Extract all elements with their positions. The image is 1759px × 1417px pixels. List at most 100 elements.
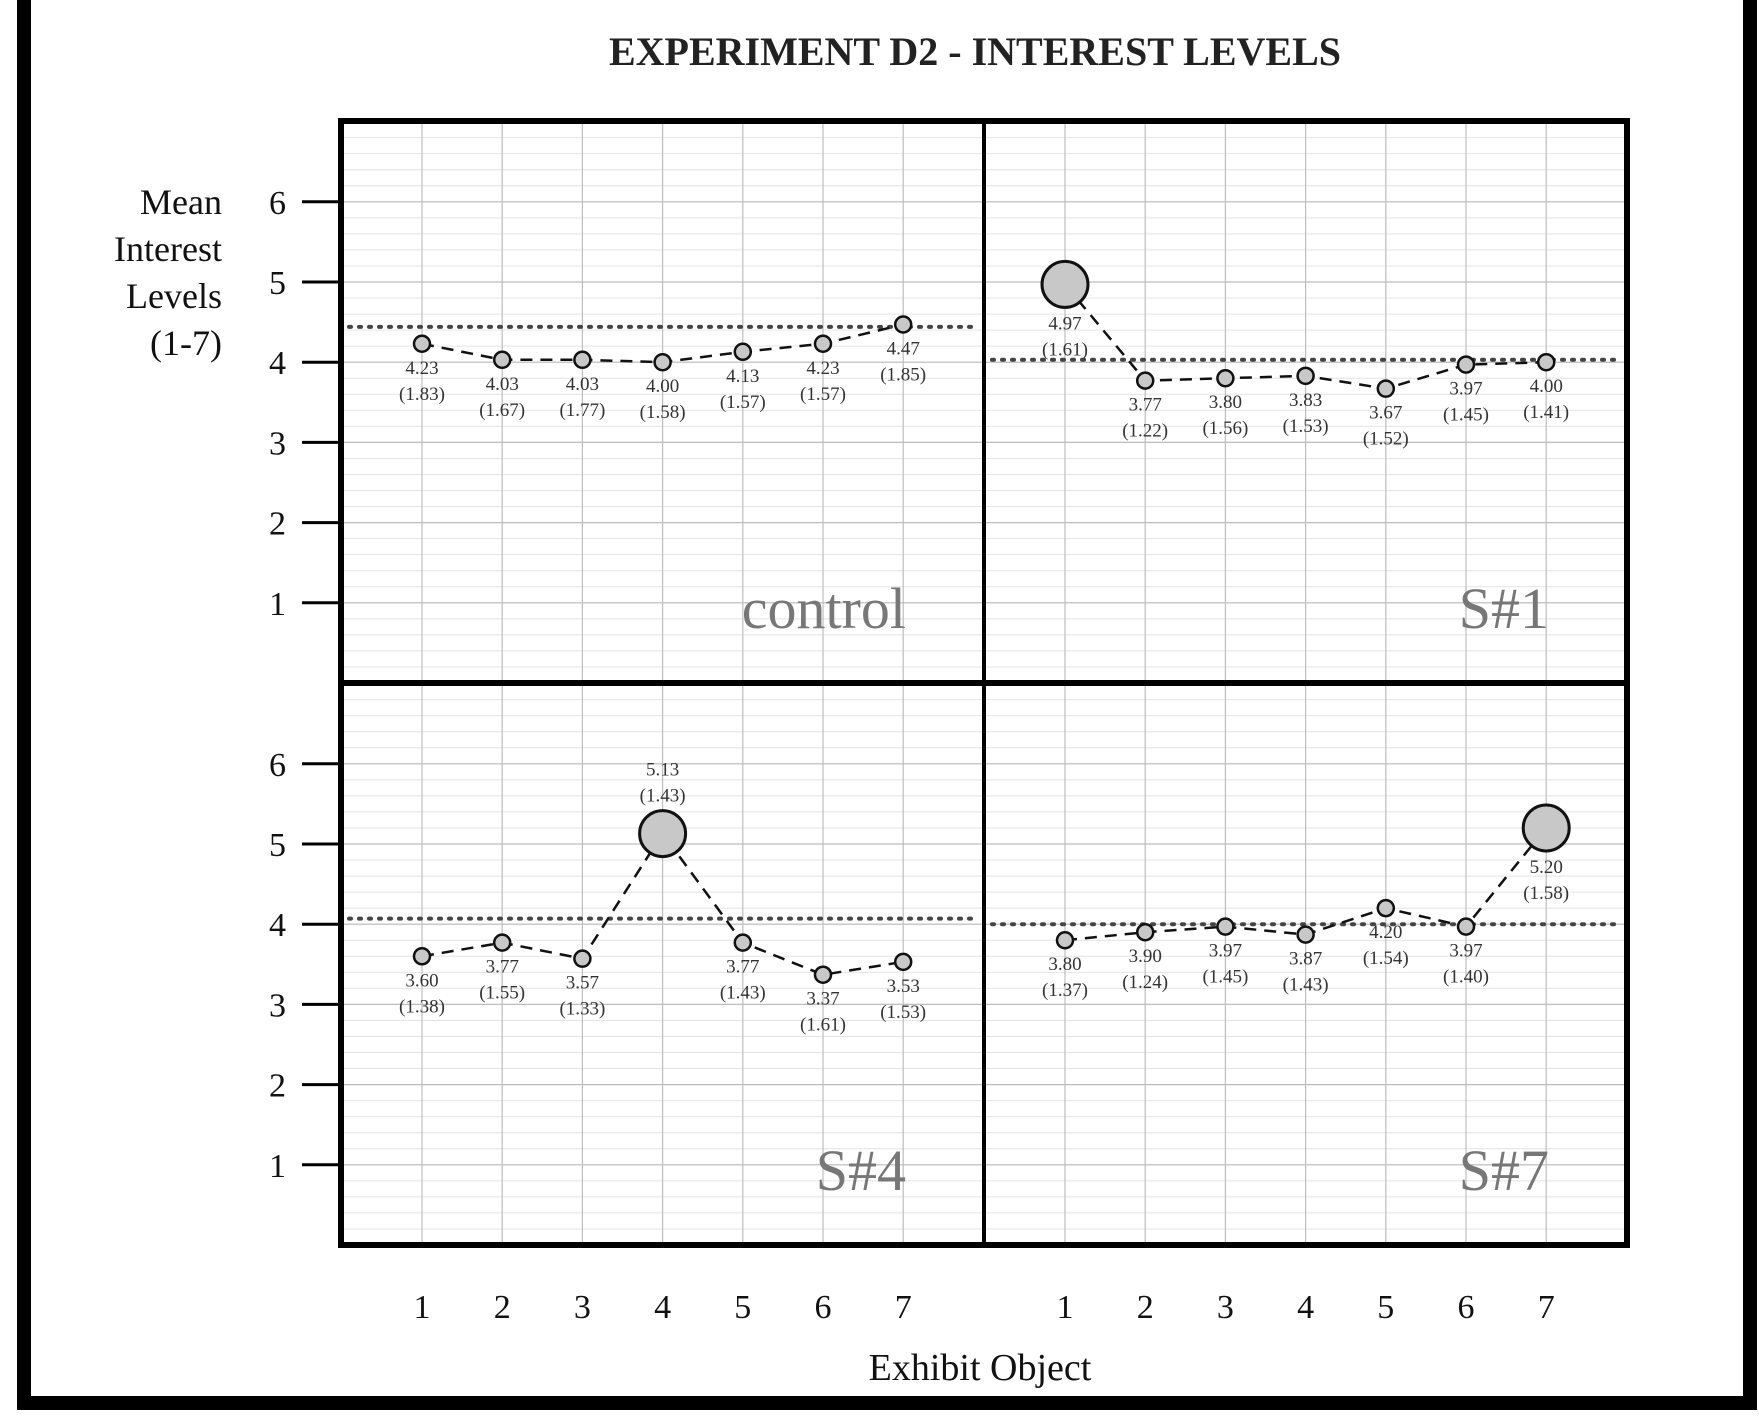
data-label: 3.90: [1129, 946, 1162, 967]
data-point: [1456, 917, 1476, 936]
x-tick-label: 5: [1377, 1289, 1394, 1326]
data-label: 3.97: [1449, 379, 1482, 400]
data-label: 5.20: [1530, 857, 1563, 878]
data-label: 4.47: [887, 339, 920, 360]
data-point: [813, 965, 833, 984]
data-label-sd: (1.83): [399, 384, 445, 405]
data-label-sd: (1.43): [640, 786, 686, 807]
data-label: 4.23: [405, 358, 438, 379]
y-tick-label: 5: [269, 265, 286, 302]
data-label-sd: (1.53): [880, 1002, 926, 1023]
x-tick-label: 7: [1538, 1289, 1555, 1326]
data-label-sd: (1.58): [640, 402, 686, 423]
chart-title: EXPERIMENT D2 - INTEREST LEVELS: [609, 29, 1341, 74]
data-label-sd: (1.53): [1283, 416, 1329, 437]
data-point: [412, 947, 432, 966]
data-point: [412, 334, 432, 354]
data-label-sd: (1.57): [720, 392, 766, 413]
panel-control-grid: [341, 121, 984, 683]
data-point: [893, 315, 913, 334]
data-label-sd: (1.33): [559, 999, 605, 1020]
data-point: [1456, 355, 1476, 374]
data-label-sd: (1.43): [720, 983, 766, 1004]
data-point: [1216, 917, 1235, 936]
highlight-point: [638, 809, 688, 859]
data-label-sd: (1.57): [800, 384, 846, 405]
data-label: 3.53: [887, 976, 920, 997]
data-point: [1536, 352, 1556, 372]
data-label-sd: (1.22): [1122, 421, 1168, 442]
y-tick-label: 1: [269, 586, 286, 623]
data-label: 4.97: [1048, 313, 1081, 334]
data-point: [1216, 368, 1235, 388]
y-tick-label: 5: [269, 827, 286, 864]
y-tick-label: 4: [269, 907, 286, 944]
data-label-sd: (1.56): [1202, 418, 1248, 439]
data-point: [1376, 898, 1396, 918]
data-label: 3.77: [486, 957, 519, 978]
data-label: 3.87: [1289, 949, 1322, 970]
y-axis-label-line-2: Interest: [114, 229, 222, 269]
data-label: 4.00: [1530, 376, 1563, 397]
y-tick-label: 2: [269, 506, 286, 543]
panel-s1-grid: [984, 121, 1627, 683]
data-label-sd: (1.38): [399, 996, 445, 1017]
data-label-sd: (1.54): [1363, 948, 1409, 969]
highlight-point: [1040, 259, 1090, 309]
y-axis-label-line-3: Levels: [126, 276, 222, 316]
panel-label: S#4: [816, 1138, 906, 1203]
data-point: [1055, 930, 1075, 950]
y-tick-label: 3: [269, 425, 286, 462]
data-label: 4.03: [486, 374, 519, 395]
data-label: 3.67: [1369, 403, 1402, 424]
data-label: 3.80: [1048, 954, 1081, 975]
data-label-sd: (1.61): [800, 1015, 846, 1036]
data-label: 4.00: [646, 376, 679, 397]
data-point: [1376, 379, 1396, 398]
data-point: [492, 350, 512, 370]
y-axis-label-line-1: Mean: [140, 182, 222, 222]
panel-s4: 3.60 (1.38) 3.77 (1.55) 3.57 (1.33) 5.13 (1.43)…: [347, 760, 974, 1203]
data-point: [573, 350, 592, 370]
x-tick-label: 5: [734, 1289, 751, 1326]
data-label: 3.97: [1449, 941, 1482, 962]
y-tick-label: 4: [269, 345, 286, 382]
data-point: [1135, 371, 1155, 390]
panel-s1: 4.97 (1.61) 3.77 (1.22) 3.80 (1.56) 3.83 (1.53)…: [990, 259, 1617, 641]
data-label: 4.20: [1369, 922, 1402, 943]
data-label: 3.77: [726, 957, 759, 978]
data-label: 3.77: [1129, 395, 1162, 416]
x-tick-label: 6: [815, 1289, 832, 1326]
data-point: [813, 334, 833, 354]
x-tick-label: 2: [1137, 1289, 1154, 1326]
panel-label: S#1: [1459, 576, 1549, 641]
data-label: 3.37: [806, 989, 839, 1010]
x-tick-label: 2: [494, 1289, 511, 1326]
data-point: [893, 952, 913, 972]
figure-frame: [17, 0, 1757, 1410]
data-label-sd: (1.45): [1443, 405, 1489, 426]
y-tick-label: 6: [269, 185, 286, 222]
y-tick-label: 1: [269, 1148, 286, 1185]
data-label-sd: (1.85): [880, 365, 926, 386]
data-label-sd: (1.37): [1042, 980, 1088, 1001]
x-tick-label: 1: [1057, 1289, 1074, 1326]
data-label: 3.60: [405, 970, 438, 991]
data-label-sd: (1.77): [559, 400, 605, 421]
panel-label: S#7: [1459, 1138, 1549, 1203]
panel-s7: 3.80 (1.37) 3.90 (1.24) 3.97 (1.45) 3.87 (1.43)…: [990, 803, 1617, 1203]
data-point: [1296, 925, 1315, 944]
data-point: [573, 949, 592, 968]
x-axis-label: Exhibit Object: [869, 1347, 1092, 1389]
data-label: 3.97: [1209, 941, 1242, 962]
data-point: [492, 933, 512, 952]
y-tick-label: 3: [269, 987, 286, 1024]
data-point: [653, 352, 672, 372]
data-label: 3.83: [1289, 390, 1322, 411]
y-axis-label-line-4: (1-7): [150, 323, 222, 363]
data-label-sd: (1.43): [1283, 975, 1329, 996]
data-point: [1135, 922, 1155, 942]
x-tick-label: 3: [574, 1289, 591, 1326]
data-label: 4.23: [806, 358, 839, 379]
